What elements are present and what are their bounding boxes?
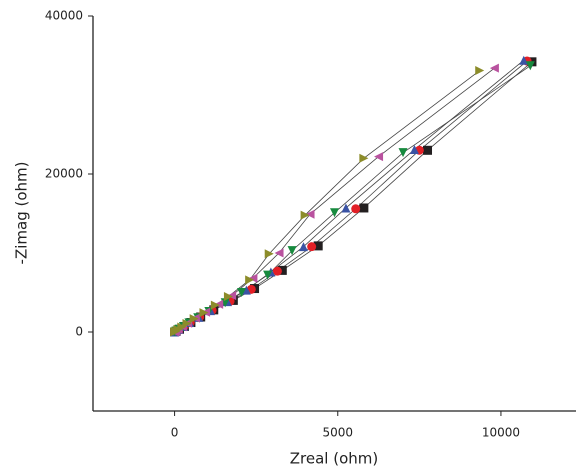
data-point [300,210,310,220]
data-point [177,322,187,332]
data-point [264,249,274,259]
data-point [241,285,251,295]
data-point [214,299,224,309]
x-axis-title: Zreal (ohm) [290,450,378,467]
data-point [245,275,255,285]
data-point [409,145,419,155]
series-line [174,70,480,333]
y-tick-label: 0 [75,325,83,339]
data-point [274,248,284,258]
data-point [248,273,258,283]
data-point [182,318,192,328]
data-point [359,153,369,163]
y-tick-label: 40000 [45,9,83,23]
series-line [174,60,528,333]
x-tick-label: 10000 [482,426,520,440]
data-point [263,270,273,280]
x-tick-label: 5000 [322,426,353,440]
data-point [525,61,535,71]
x-tick-label: 0 [171,426,179,440]
data-point [298,242,308,252]
data-point [307,242,317,252]
data-point [359,203,369,213]
data-point [189,314,199,324]
data-point [272,266,282,276]
series-line [174,67,495,333]
data-point [423,145,433,155]
data-point [330,208,339,218]
data-point [223,291,233,301]
data-point [398,148,408,158]
data-point [236,288,246,297]
data-point [210,300,220,310]
y-axis-title: -Zimag (ohm) [13,162,31,265]
y-tick-label: 20000 [45,167,83,181]
data-point [287,246,297,256]
data-point [341,203,351,213]
data-point [199,308,209,318]
data-point [489,63,499,73]
data-point [475,66,485,76]
data-point [313,241,323,251]
series-line [174,65,531,333]
data-point [374,152,384,162]
data-point [305,209,315,219]
series-line [174,59,525,333]
data-point [351,204,361,214]
data-point [277,265,287,275]
data-point [519,55,529,65]
data-point [227,291,237,301]
series-line [174,61,533,333]
